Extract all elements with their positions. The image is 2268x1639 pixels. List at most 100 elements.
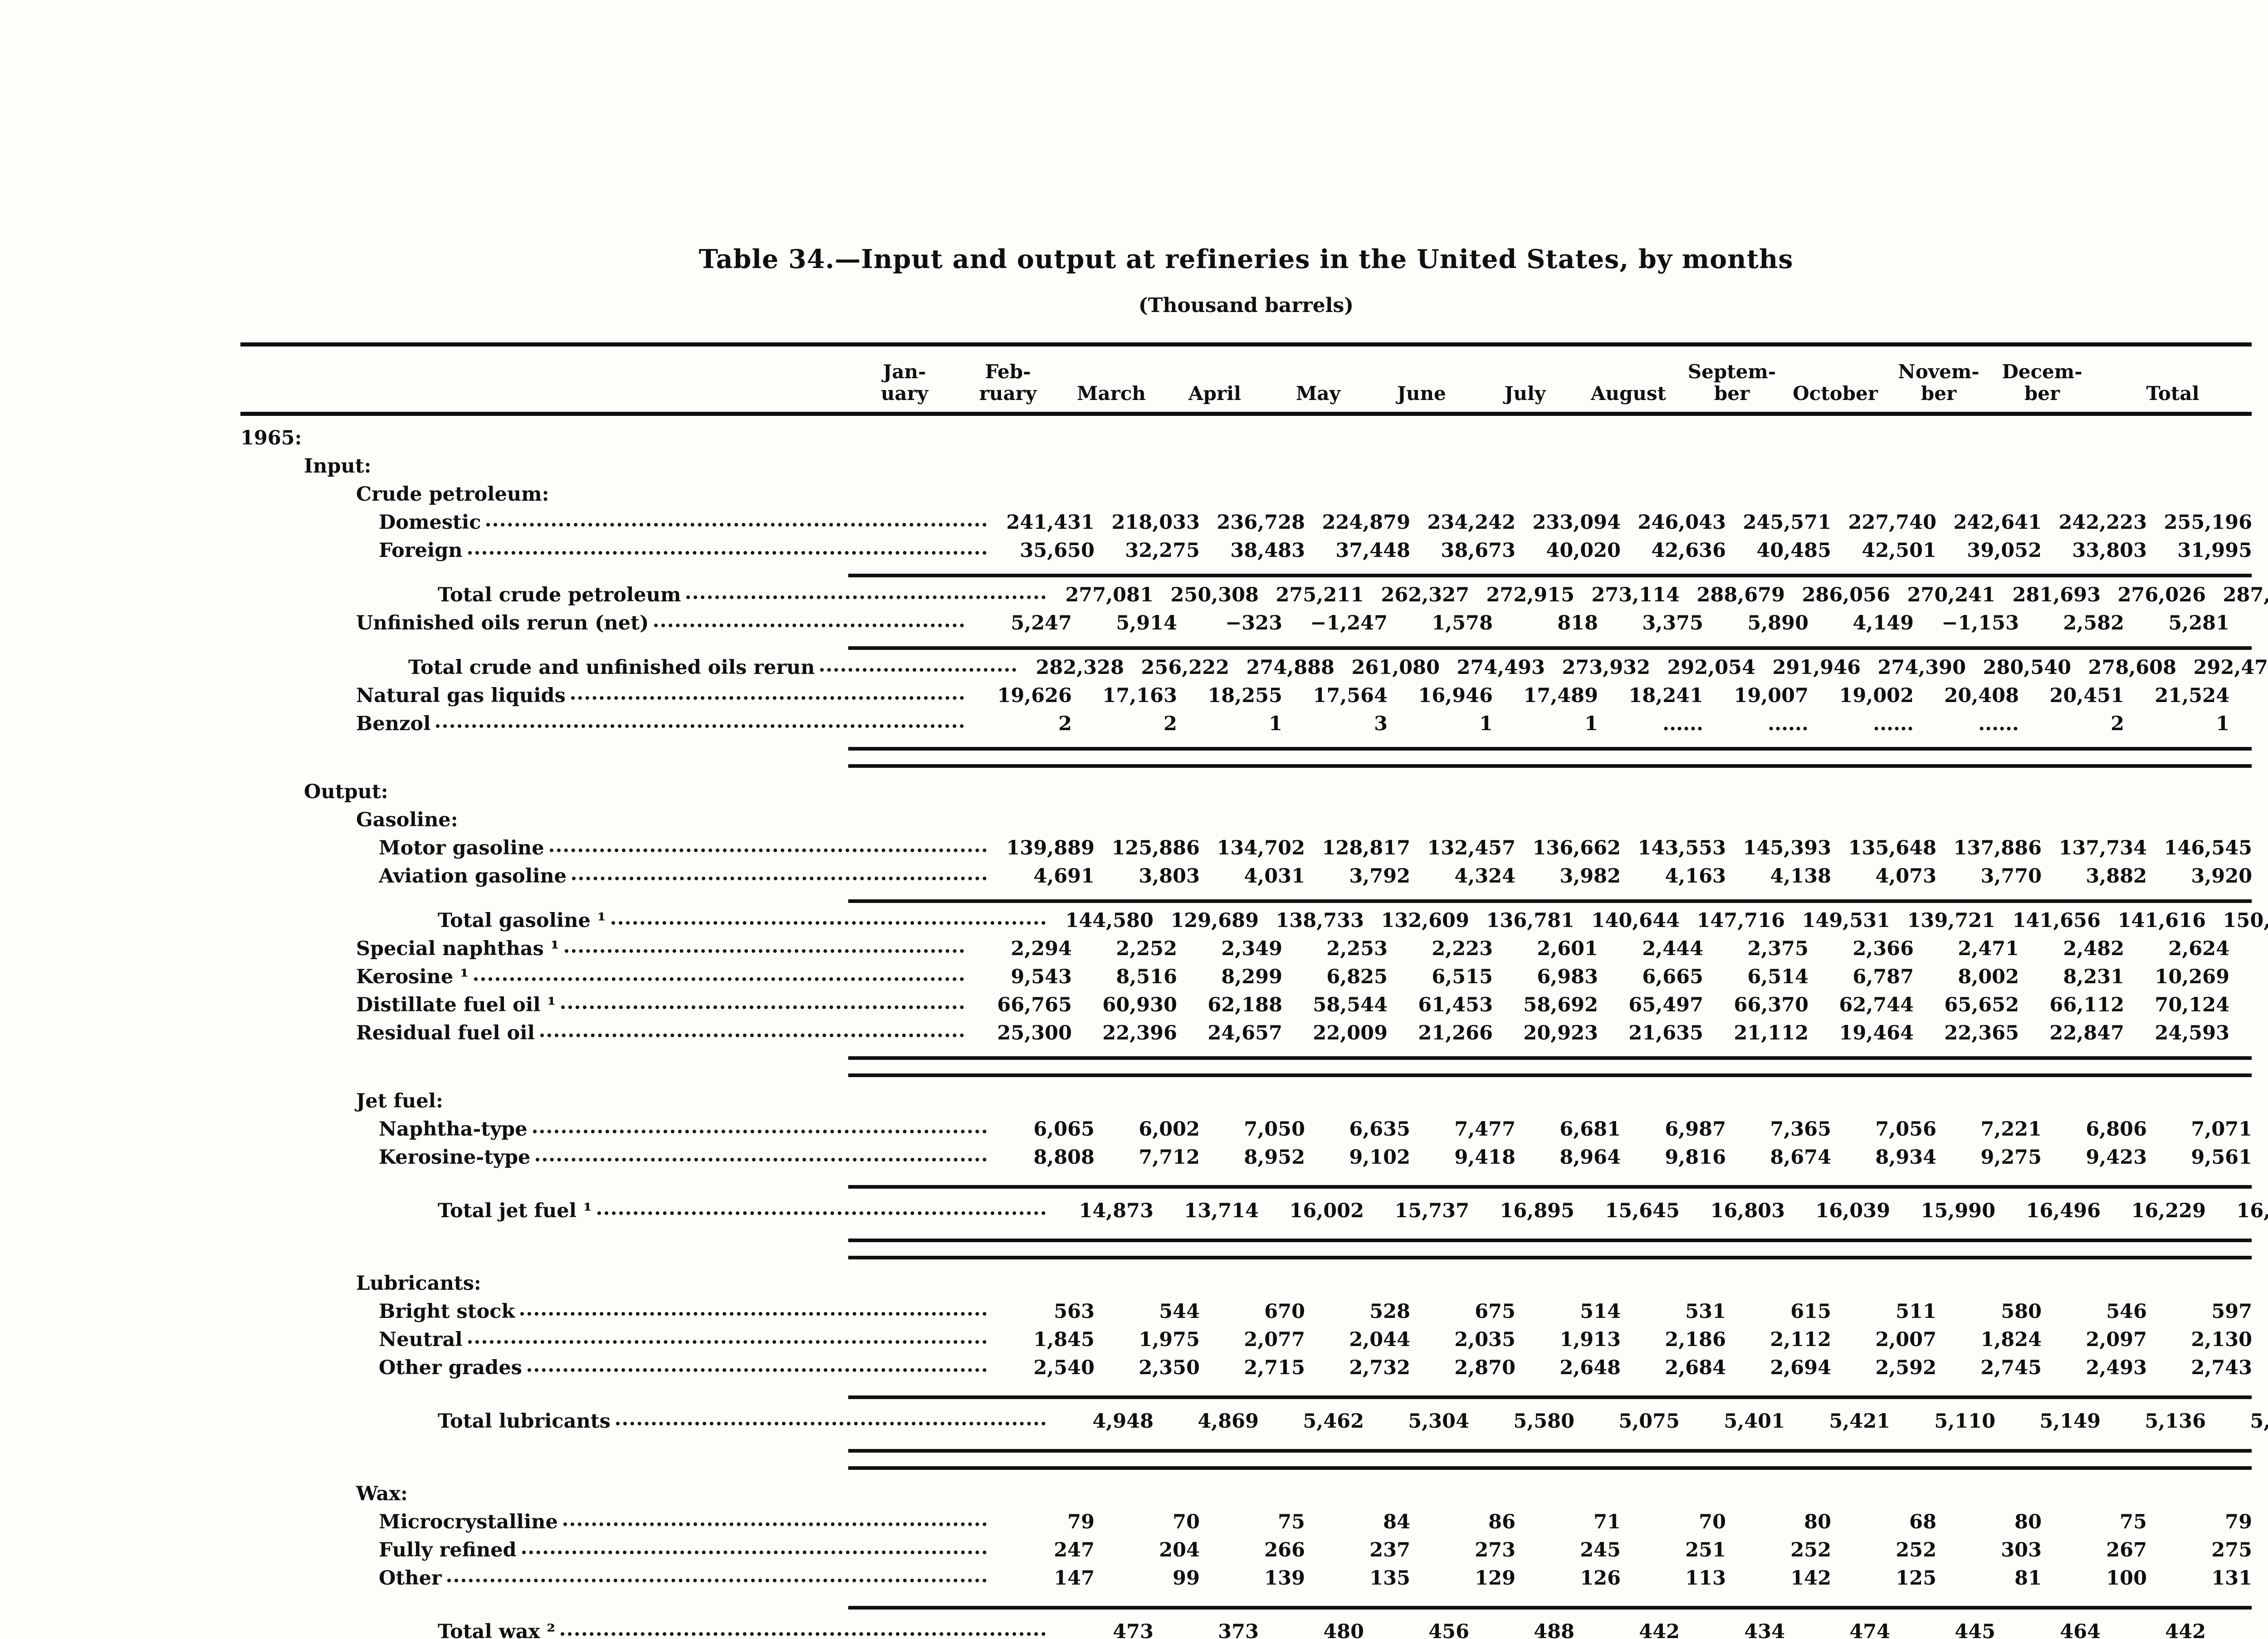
dot-leader: [597, 1211, 1046, 1215]
section-row: Crude petroleum:: [240, 483, 2252, 511]
column-header-line: May: [1295, 382, 1341, 405]
value-cell: 143,553: [1637, 837, 1726, 859]
table-row: Total gasoline ¹ 144,580 129,689 138,733 132…: [240, 909, 2268, 937]
value-cell: 86: [1488, 1511, 1515, 1533]
value-cell: 66,370: [1734, 994, 1809, 1016]
value-cell: 5,421: [1829, 1410, 1890, 1433]
row-label: Input:: [304, 455, 371, 478]
section-rule: [240, 574, 2252, 577]
value-cell: 2,847,821: [2254, 511, 2268, 534]
column-header: March: [1060, 357, 1163, 405]
value-cell: 100: [2106, 1567, 2147, 1590]
value-cell: 2,366: [1853, 937, 1914, 960]
value-cell: 434: [1744, 1620, 1785, 1639]
row-stub: Other: [240, 1567, 991, 1590]
value-cell: 2,349: [1221, 937, 1282, 960]
table-row: Special naphthas ¹ 2,294 2,252 2,349 2,253 2,…: [240, 937, 2252, 966]
row-label: Foreign: [379, 539, 463, 562]
dot-leader: [572, 877, 987, 880]
value-cell: 2,648: [1559, 1356, 1621, 1379]
value-cell: 71: [1593, 1511, 1621, 1533]
row-label: Microcrystalline: [379, 1511, 558, 1533]
column-header-line: Feb-: [985, 361, 1031, 383]
value-cell: 6,002: [1139, 1118, 1200, 1141]
value-cell: 19,464: [1839, 1022, 1914, 1044]
value-cell: 6,065: [1033, 1118, 1095, 1141]
value-cell: 456: [1428, 1620, 1469, 1639]
row-label: Distillate fuel oil ¹: [356, 994, 556, 1016]
value-cell: 2,540: [1033, 1356, 1095, 1379]
value-cell: 275: [2211, 1539, 2252, 1561]
table-row: Aviation gasoline 4,691 3,803 4,031 3,792 4,3…: [240, 865, 2252, 893]
double-rule-line: [848, 747, 2252, 768]
column-header-line: Decem-: [2002, 361, 2082, 383]
value-cell: 9,275: [1980, 1146, 2042, 1169]
table-row: Bright stock 563 544 670 528 675 514 531 615 511 5…: [240, 1300, 2252, 1328]
value-cell: 2,112: [1770, 1328, 1831, 1351]
value-cell: 147: [1054, 1567, 1095, 1590]
column-header-line: ber: [1714, 382, 1750, 405]
section-rule: [240, 1056, 2252, 1077]
row-stub: Residual fuel oil: [240, 1022, 968, 1044]
row-label: Other: [379, 1567, 442, 1590]
value-cell: 136,662: [1532, 837, 1621, 859]
value-cell: 65,497: [1628, 994, 1703, 1016]
table-row: Naphtha-type 6,065 6,002 7,050 6,635 7,477 6,6…: [240, 1118, 2252, 1146]
value-cell: 480: [1323, 1620, 1364, 1639]
value-cell: 6,635: [1349, 1118, 1410, 1141]
dot-leader: [561, 1005, 964, 1009]
value-cell: 16,496: [2026, 1200, 2101, 1222]
value-cell: 70,124: [2155, 994, 2229, 1016]
table-top-rule: [240, 342, 2252, 346]
value-cell: 7,056: [1875, 1118, 1936, 1141]
value-cell: 2,077: [1244, 1328, 1305, 1351]
row-stub: Foreign: [240, 539, 991, 562]
value-cell: 242,223: [2058, 511, 2147, 534]
value-cell: 546: [2106, 1300, 2147, 1323]
column-header: October: [1784, 357, 1887, 405]
column-header-line: Novem-: [1898, 361, 1980, 383]
table-row: Unfinished oils rerun (net) 5,247 5,914 −32…: [240, 612, 2252, 640]
value-cell: 615: [1790, 1300, 1831, 1323]
column-header: Total: [2094, 357, 2252, 405]
value-cell: 288,679: [1696, 584, 1785, 606]
dot-leader: [527, 1368, 987, 1372]
header-stub-spacer: [240, 357, 853, 405]
row-stub: Total jet fuel ¹: [240, 1200, 1050, 1222]
value-cell: 5,401: [1724, 1410, 1785, 1433]
value-cell: 204: [1159, 1539, 1200, 1561]
value-cell: 81: [2014, 1567, 2042, 1590]
value-cell: 282,328: [1036, 656, 1124, 679]
row-label: Output:: [304, 780, 388, 803]
value-cell: 139: [1264, 1567, 1305, 1590]
value-cell: 6,825: [1326, 966, 1388, 988]
value-cell: 1,975: [1139, 1328, 1200, 1351]
value-cell: 5,110: [1934, 1410, 1995, 1433]
value-cell: 262,327: [1381, 584, 1470, 606]
value-cell: 5,247: [1011, 612, 1072, 634]
value-cell: 82,416: [2254, 1118, 2268, 1141]
value-cell: 6,983: [1537, 966, 1598, 988]
value-cell: 15,737: [1394, 1200, 1469, 1222]
dot-leader: [436, 724, 964, 728]
column-header-line: April: [1188, 382, 1241, 405]
value-cell: 5,075: [1618, 1410, 1680, 1433]
value-cell: 22,847: [2049, 1022, 2124, 1044]
value-cell: 132,609: [1381, 909, 1470, 932]
row-label: Natural gas liquids: [356, 684, 566, 707]
value-cell: 38,483: [1230, 539, 1305, 562]
value-cell: 2,715: [1244, 1356, 1305, 1379]
value-cell: 21,112: [1734, 1022, 1809, 1044]
value-cell: 4,138: [1770, 865, 1831, 888]
value-cell: 252: [1790, 1539, 1831, 1561]
value-cell: 273,114: [1591, 584, 1680, 606]
table-row: Kerosine-type 8,808 7,712 8,952 9,102 9,418 8,…: [240, 1146, 2252, 1174]
value-cell: 75: [1278, 1511, 1305, 1533]
value-cell: 2,493: [2086, 1356, 2147, 1379]
single-rule-line: [848, 899, 2252, 903]
value-cell: 141,656: [2012, 909, 2101, 932]
value-cell: 268,567: [2231, 1022, 2268, 1044]
value-cell: 675: [1475, 1300, 1515, 1323]
value-cell: 225,676: [2231, 684, 2268, 707]
row-label: Crude petroleum:: [356, 483, 549, 506]
